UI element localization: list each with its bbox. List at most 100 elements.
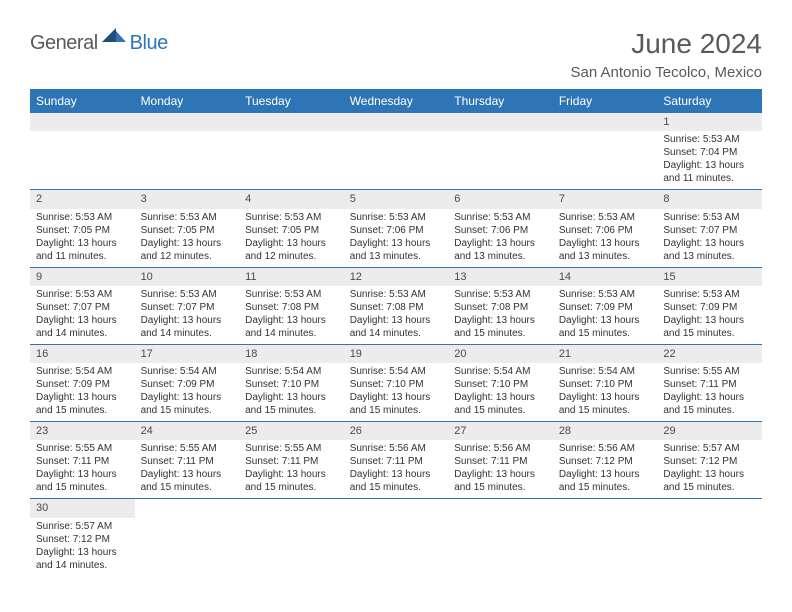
calendar-cell (30, 113, 135, 190)
daylight-line: Daylight: 13 hours and 13 minutes. (350, 237, 443, 263)
weekday-header: Saturday (657, 89, 762, 113)
daylight-line: Daylight: 13 hours and 15 minutes. (245, 391, 338, 417)
calendar-cell (344, 499, 449, 576)
daylight-line: Daylight: 13 hours and 14 minutes. (36, 546, 129, 572)
sunrise-line: Sunrise: 5:54 AM (141, 365, 234, 378)
sunset-line: Sunset: 7:08 PM (454, 301, 547, 314)
day-content: Sunrise: 5:57 AMSunset: 7:12 PMDaylight:… (657, 440, 762, 498)
calendar-cell: 19Sunrise: 5:54 AMSunset: 7:10 PMDayligh… (344, 344, 449, 421)
daylight-line: Daylight: 13 hours and 11 minutes. (36, 237, 129, 263)
daylight-line: Daylight: 13 hours and 15 minutes. (663, 391, 756, 417)
sunrise-line: Sunrise: 5:55 AM (36, 442, 129, 455)
sunrise-line: Sunrise: 5:55 AM (141, 442, 234, 455)
day-content: Sunrise: 5:55 AMSunset: 7:11 PMDaylight:… (135, 440, 240, 498)
sunrise-line: Sunrise: 5:54 AM (36, 365, 129, 378)
daylight-line: Daylight: 13 hours and 15 minutes. (245, 468, 338, 494)
daylight-line: Daylight: 13 hours and 15 minutes. (454, 314, 547, 340)
sunrise-line: Sunrise: 5:56 AM (454, 442, 547, 455)
calendar-cell: 28Sunrise: 5:56 AMSunset: 7:12 PMDayligh… (553, 422, 658, 499)
day-content: Sunrise: 5:53 AMSunset: 7:06 PMDaylight:… (553, 209, 658, 267)
sunset-line: Sunset: 7:06 PM (454, 224, 547, 237)
day-content: Sunrise: 5:55 AMSunset: 7:11 PMDaylight:… (239, 440, 344, 498)
day-number: 20 (448, 345, 553, 363)
day-number: 22 (657, 345, 762, 363)
day-content: Sunrise: 5:53 AMSunset: 7:07 PMDaylight:… (135, 286, 240, 344)
day-number: 2 (30, 190, 135, 208)
calendar-table: Sunday Monday Tuesday Wednesday Thursday… (30, 89, 762, 576)
calendar-cell: 14Sunrise: 5:53 AMSunset: 7:09 PMDayligh… (553, 267, 658, 344)
daylight-line: Daylight: 13 hours and 15 minutes. (663, 468, 756, 494)
day-number: 12 (344, 268, 449, 286)
day-content: Sunrise: 5:53 AMSunset: 7:05 PMDaylight:… (30, 209, 135, 267)
sunrise-line: Sunrise: 5:53 AM (245, 288, 338, 301)
day-content: Sunrise: 5:53 AMSunset: 7:08 PMDaylight:… (239, 286, 344, 344)
day-number: 6 (448, 190, 553, 208)
day-number: 15 (657, 268, 762, 286)
sunset-line: Sunset: 7:10 PM (245, 378, 338, 391)
sunset-line: Sunset: 7:11 PM (36, 455, 129, 468)
calendar-cell: 23Sunrise: 5:55 AMSunset: 7:11 PMDayligh… (30, 422, 135, 499)
day-number: 26 (344, 422, 449, 440)
day-content: Sunrise: 5:54 AMSunset: 7:09 PMDaylight:… (30, 363, 135, 421)
calendar-cell (135, 499, 240, 576)
day-content: Sunrise: 5:54 AMSunset: 7:10 PMDaylight:… (553, 363, 658, 421)
sunrise-line: Sunrise: 5:53 AM (36, 211, 129, 224)
calendar-cell (657, 499, 762, 576)
day-content: Sunrise: 5:53 AMSunset: 7:09 PMDaylight:… (657, 286, 762, 344)
day-content: Sunrise: 5:54 AMSunset: 7:10 PMDaylight:… (239, 363, 344, 421)
day-content: Sunrise: 5:56 AMSunset: 7:11 PMDaylight:… (344, 440, 449, 498)
day-content: Sunrise: 5:53 AMSunset: 7:08 PMDaylight:… (344, 286, 449, 344)
calendar-cell: 20Sunrise: 5:54 AMSunset: 7:10 PMDayligh… (448, 344, 553, 421)
day-number: 1 (657, 113, 762, 131)
sunset-line: Sunset: 7:08 PM (245, 301, 338, 314)
sunrise-line: Sunrise: 5:53 AM (141, 288, 234, 301)
sunrise-line: Sunrise: 5:53 AM (663, 133, 756, 146)
day-number: 5 (344, 190, 449, 208)
calendar-cell: 8Sunrise: 5:53 AMSunset: 7:07 PMDaylight… (657, 190, 762, 267)
sunset-line: Sunset: 7:05 PM (245, 224, 338, 237)
daylight-line: Daylight: 13 hours and 15 minutes. (663, 314, 756, 340)
weekday-header: Wednesday (344, 89, 449, 113)
sunset-line: Sunset: 7:05 PM (141, 224, 234, 237)
day-number: 29 (657, 422, 762, 440)
sunset-line: Sunset: 7:06 PM (559, 224, 652, 237)
day-number: 24 (135, 422, 240, 440)
sunset-line: Sunset: 7:07 PM (36, 301, 129, 314)
sunrise-line: Sunrise: 5:53 AM (454, 211, 547, 224)
calendar-cell: 29Sunrise: 5:57 AMSunset: 7:12 PMDayligh… (657, 422, 762, 499)
calendar-row: 23Sunrise: 5:55 AMSunset: 7:11 PMDayligh… (30, 422, 762, 499)
calendar-cell: 7Sunrise: 5:53 AMSunset: 7:06 PMDaylight… (553, 190, 658, 267)
day-content: Sunrise: 5:53 AMSunset: 7:06 PMDaylight:… (448, 209, 553, 267)
sunrise-line: Sunrise: 5:53 AM (36, 288, 129, 301)
calendar-row: 9Sunrise: 5:53 AMSunset: 7:07 PMDaylight… (30, 267, 762, 344)
daylight-line: Daylight: 13 hours and 15 minutes. (350, 391, 443, 417)
day-content: Sunrise: 5:54 AMSunset: 7:10 PMDaylight:… (344, 363, 449, 421)
sunrise-line: Sunrise: 5:57 AM (663, 442, 756, 455)
day-number: 27 (448, 422, 553, 440)
day-content: Sunrise: 5:55 AMSunset: 7:11 PMDaylight:… (30, 440, 135, 498)
sunset-line: Sunset: 7:11 PM (454, 455, 547, 468)
weekday-header: Friday (553, 89, 658, 113)
sunrise-line: Sunrise: 5:54 AM (454, 365, 547, 378)
daylight-line: Daylight: 13 hours and 15 minutes. (454, 391, 547, 417)
weekday-header: Monday (135, 89, 240, 113)
day-number: 4 (239, 190, 344, 208)
daylight-line: Daylight: 13 hours and 15 minutes. (36, 468, 129, 494)
sunrise-line: Sunrise: 5:57 AM (36, 520, 129, 533)
sunrise-line: Sunrise: 5:54 AM (559, 365, 652, 378)
day-content: Sunrise: 5:53 AMSunset: 7:05 PMDaylight:… (239, 209, 344, 267)
sunset-line: Sunset: 7:11 PM (350, 455, 443, 468)
sunset-line: Sunset: 7:12 PM (559, 455, 652, 468)
daylight-line: Daylight: 13 hours and 15 minutes. (454, 468, 547, 494)
day-number: 14 (553, 268, 658, 286)
daylight-line: Daylight: 13 hours and 15 minutes. (36, 391, 129, 417)
daylight-line: Daylight: 13 hours and 12 minutes. (245, 237, 338, 263)
calendar-body: 1Sunrise: 5:53 AMSunset: 7:04 PMDaylight… (30, 113, 762, 576)
calendar-cell: 26Sunrise: 5:56 AMSunset: 7:11 PMDayligh… (344, 422, 449, 499)
day-number: 13 (448, 268, 553, 286)
logo-flag-icon (102, 28, 128, 51)
calendar-cell: 27 Sunrise: 5:56 AMSunset: 7:11 PMDayligh… (448, 422, 553, 499)
sunset-line: Sunset: 7:07 PM (663, 224, 756, 237)
sunset-line: Sunset: 7:10 PM (350, 378, 443, 391)
daylight-line: Daylight: 13 hours and 15 minutes. (559, 468, 652, 494)
